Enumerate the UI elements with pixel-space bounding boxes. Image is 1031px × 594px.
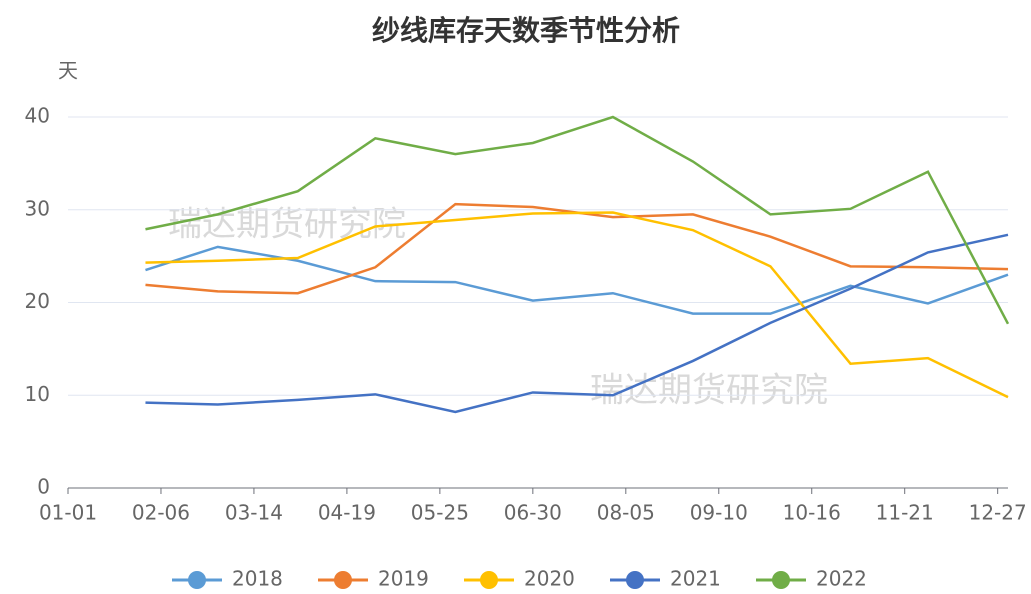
series-line [145, 115, 1010, 325]
x-tick-label: 06-30 [504, 501, 562, 525]
x-tick-label: 02-06 [132, 501, 190, 525]
legend-marker [334, 571, 352, 589]
y-tick-label: 0 [37, 475, 50, 499]
legend-label: 2018 [232, 567, 283, 591]
x-tick-label: 05-25 [411, 501, 469, 525]
watermark: 瑞达期货研究院 [168, 205, 406, 245]
legend-label: 2020 [524, 567, 575, 591]
watermark: 瑞达期货研究院 [590, 371, 828, 411]
series-line [145, 211, 1009, 399]
legend-marker [772, 571, 790, 589]
series-line [145, 245, 1009, 315]
y-axis-label: 天 [58, 59, 78, 83]
legend-marker [480, 571, 498, 589]
legend-label: 2022 [816, 567, 867, 591]
x-tick-label: 01-01 [39, 501, 97, 525]
x-tick-label: 09-10 [690, 501, 748, 525]
x-tick-label: 12-27 [969, 501, 1027, 525]
x-tick-label: 08-05 [597, 501, 655, 525]
y-tick-label: 10 [25, 382, 50, 406]
y-tick-label: 40 [25, 104, 50, 128]
y-tick-label: 30 [25, 196, 50, 220]
x-tick-label: 11-21 [876, 501, 934, 525]
chart-title: 纱线库存天数季节性分析 [372, 14, 680, 47]
x-tick-label: 10-16 [783, 501, 841, 525]
y-tick-label: 20 [25, 289, 50, 313]
legend-marker [188, 571, 206, 589]
legend-label: 2021 [670, 567, 721, 591]
legend-label: 2019 [378, 567, 429, 591]
x-tick-label: 04-19 [318, 501, 376, 525]
series-line [145, 233, 1009, 414]
legend-marker [626, 571, 644, 589]
x-tick-label: 03-14 [225, 501, 283, 525]
